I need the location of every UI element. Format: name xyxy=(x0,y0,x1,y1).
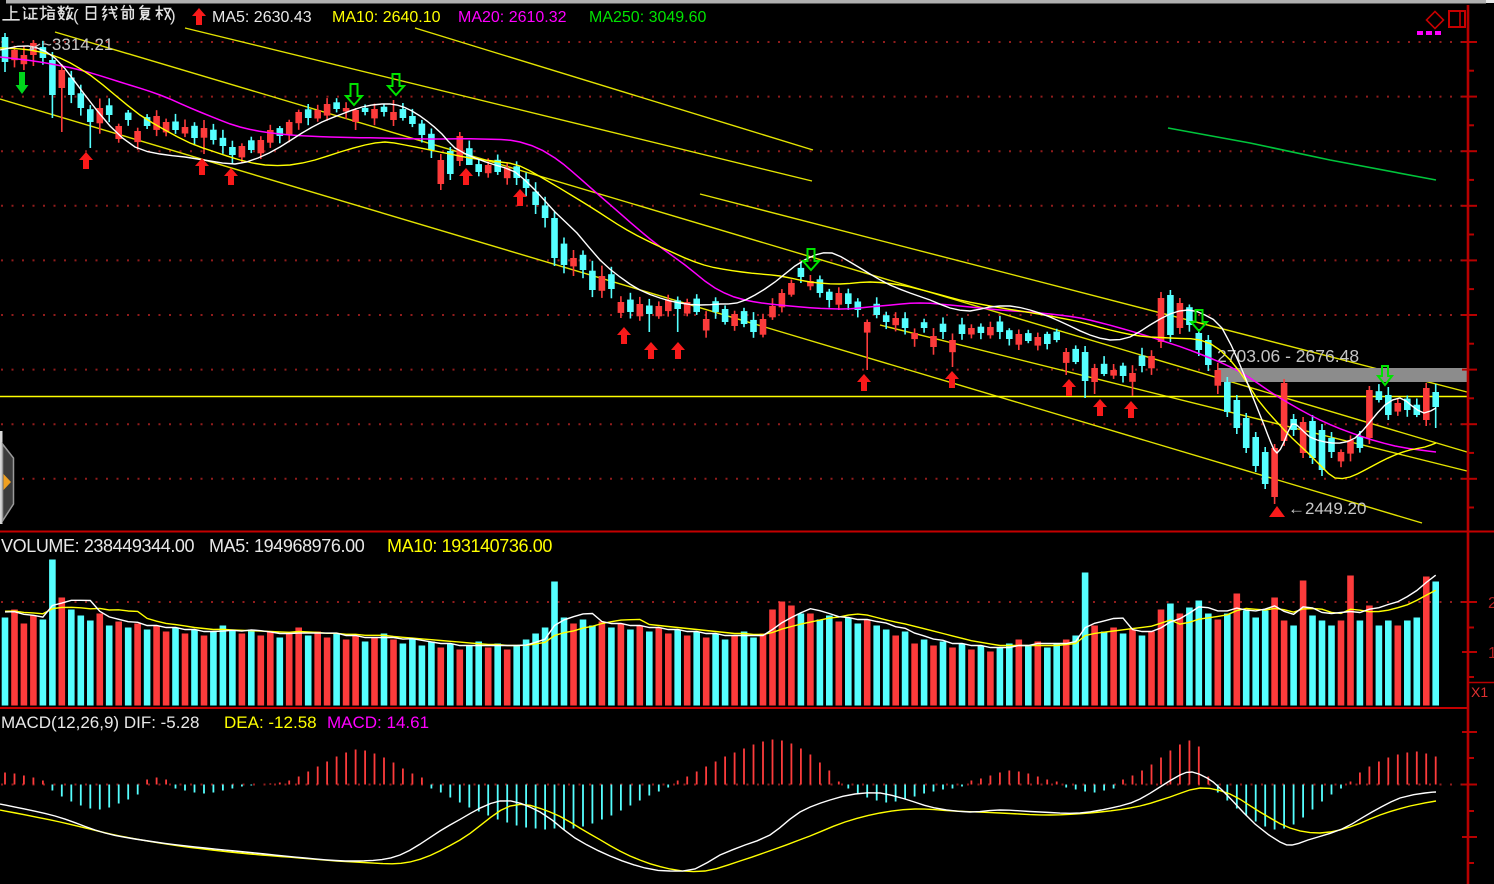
svg-text:MA250: 3049.60: MA250: 3049.60 xyxy=(589,9,707,26)
svg-text:X1: X1 xyxy=(1471,684,1488,700)
svg-text:MA5: 2630.43: MA5: 2630.43 xyxy=(212,9,312,26)
svg-text:~3314.21: ~3314.21 xyxy=(42,35,113,54)
svg-text:MACD(12,26,9) DIF: -5.28: MACD(12,26,9) DIF: -5.28 xyxy=(1,713,199,732)
svg-text:←2449.20: ←2449.20 xyxy=(1288,499,1366,518)
svg-text:2: 2 xyxy=(1488,595,1494,612)
svg-text:1: 1 xyxy=(1488,645,1494,662)
svg-text:): ) xyxy=(170,6,176,25)
svg-text:DEA: -12.58: DEA: -12.58 xyxy=(224,713,317,732)
svg-text:(: ( xyxy=(73,6,79,25)
svg-text:MACD: 14.61: MACD: 14.61 xyxy=(327,713,429,732)
svg-text:MA20: 2610.32: MA20: 2610.32 xyxy=(458,9,567,26)
svg-text:MA10: 193140736.00: MA10: 193140736.00 xyxy=(387,536,552,556)
svg-text:2703.06 - 2676.48: 2703.06 - 2676.48 xyxy=(1217,346,1359,366)
svg-text:VOLUME: 238449344.00: VOLUME: 238449344.00 xyxy=(1,536,195,556)
svg-text:MA5: 194968976.00: MA5: 194968976.00 xyxy=(209,536,365,556)
svg-text:MA10: 2640.10: MA10: 2640.10 xyxy=(332,9,441,26)
